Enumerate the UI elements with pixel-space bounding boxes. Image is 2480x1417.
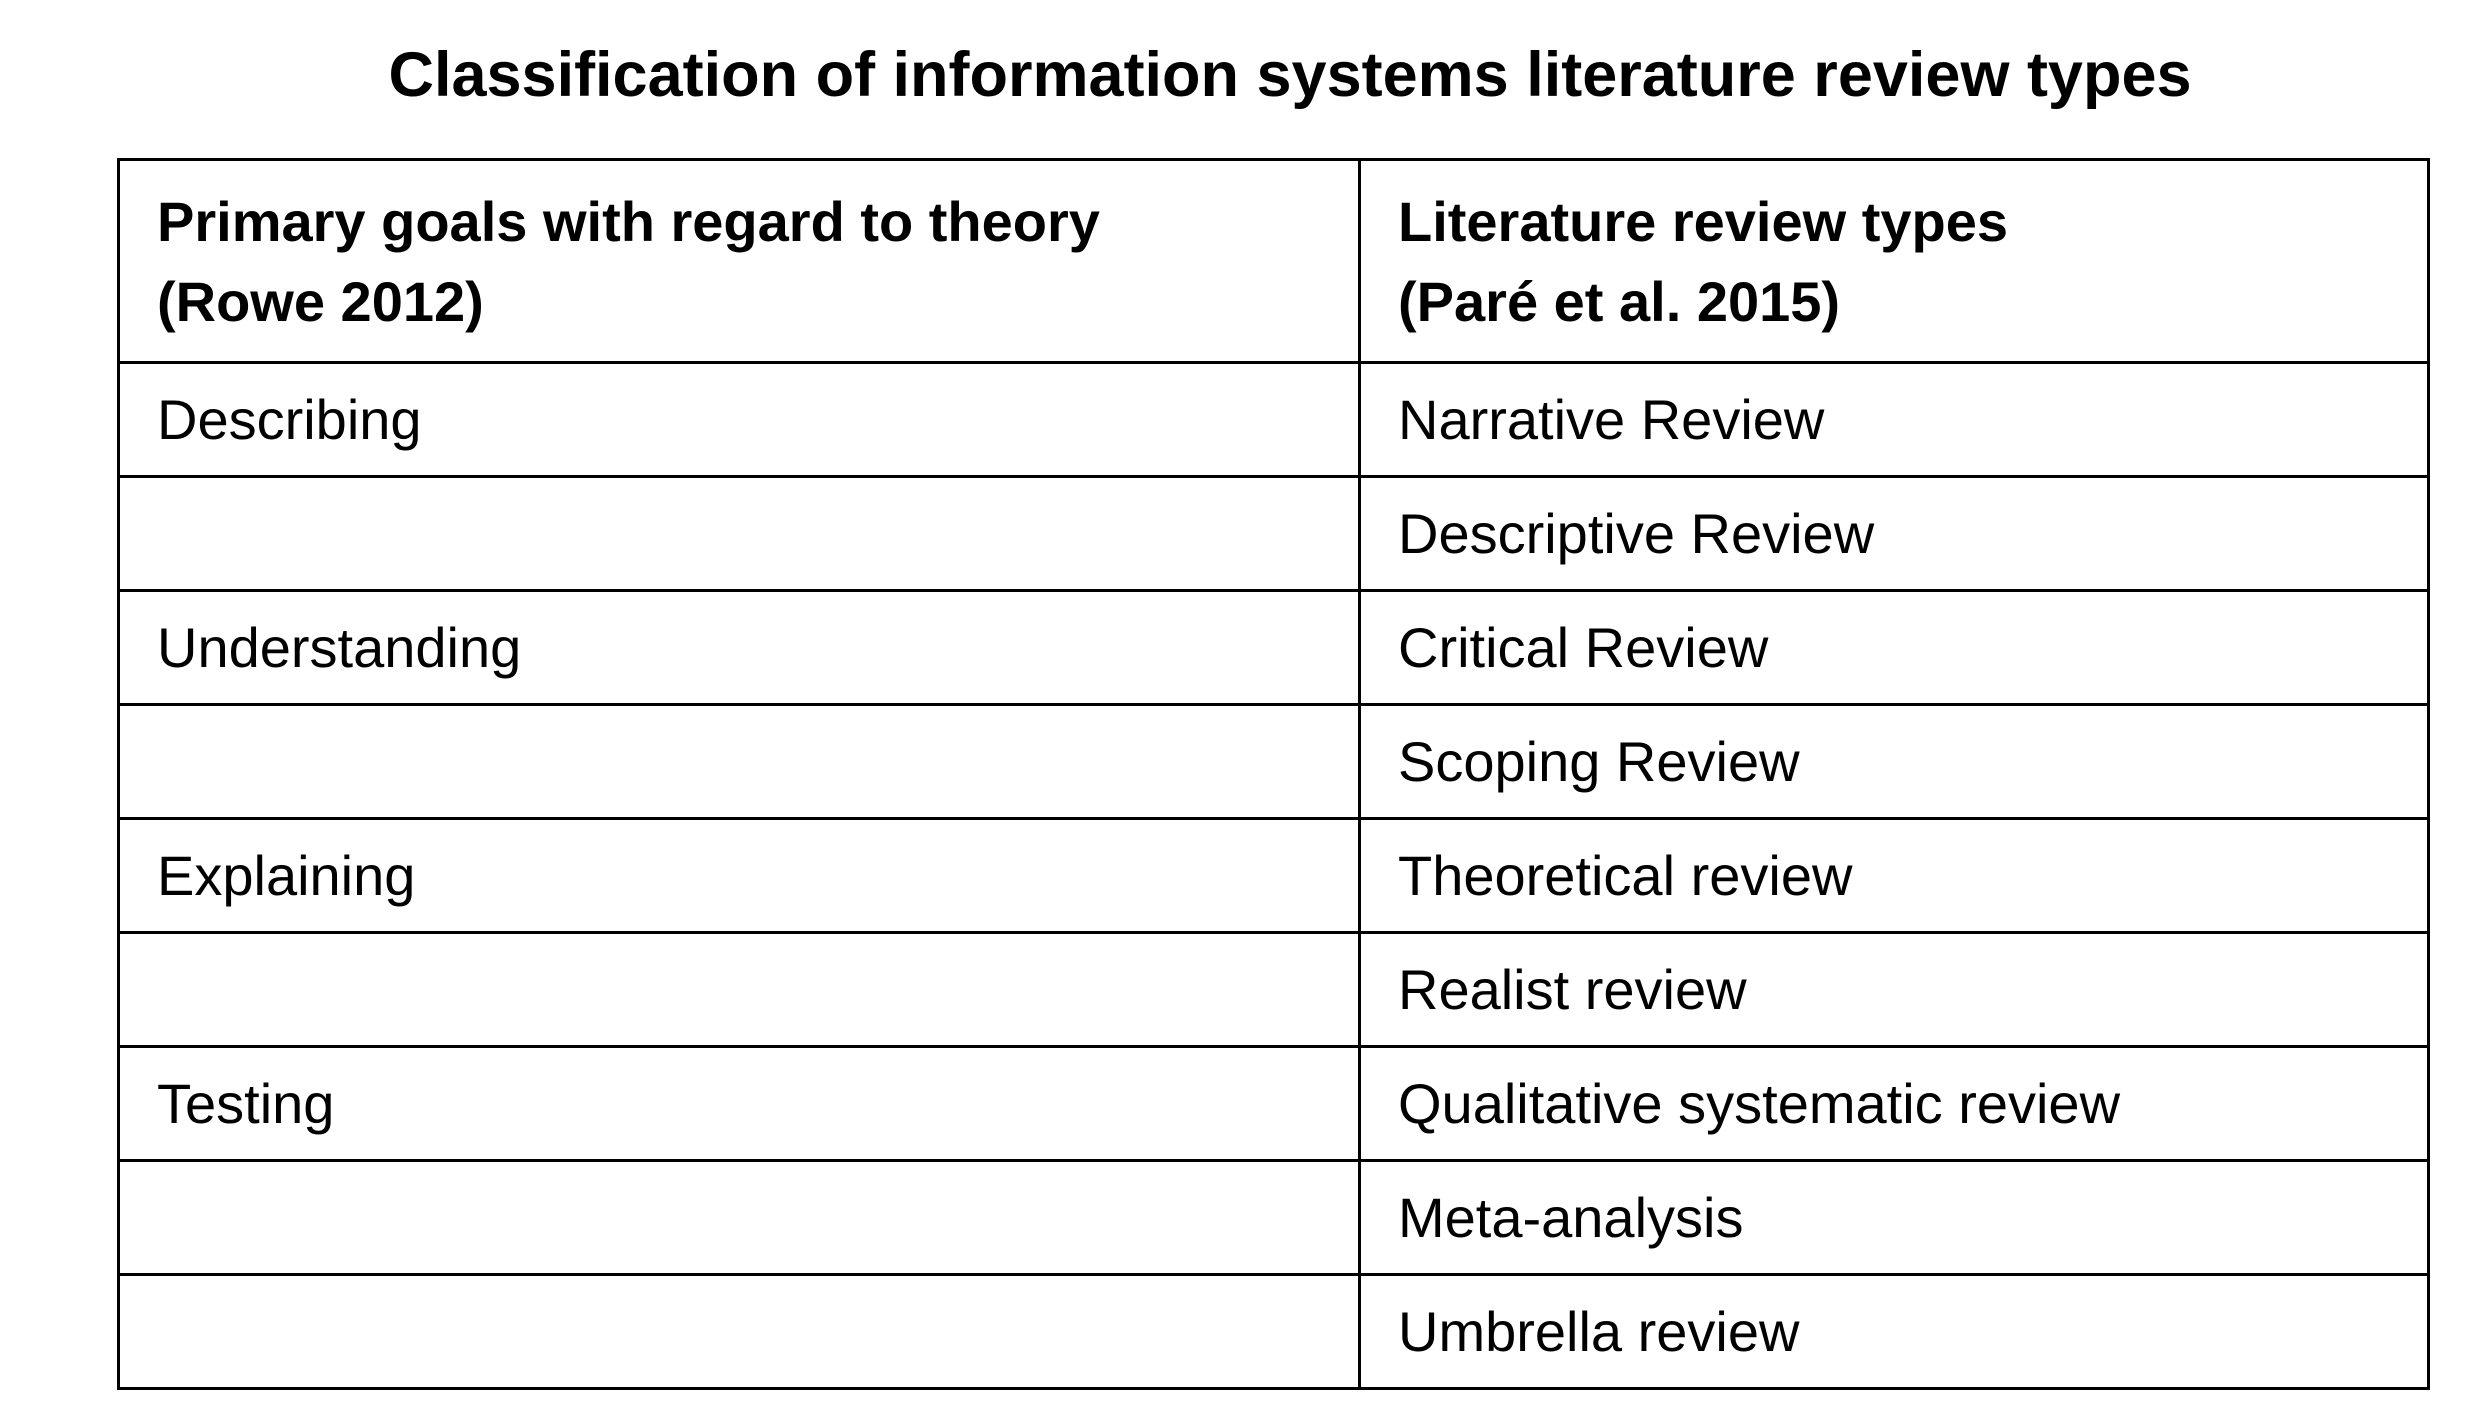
goal-cell: Understanding — [117, 589, 1361, 706]
table-row: Explaining Theoretical review — [117, 817, 2430, 934]
header-primary-goals: Primary goals with regard to theory (Row… — [117, 158, 1361, 364]
table-row: Descriptive Review — [117, 475, 2430, 592]
review-type-cell: Meta-analysis — [1358, 1159, 2430, 1276]
goal-cell — [117, 1273, 1361, 1390]
header-review-types: Literature review types (Paré et al. 201… — [1358, 158, 2430, 364]
table-row: Testing Qualitative systematic review — [117, 1045, 2430, 1162]
table-row: Umbrella review — [117, 1273, 2430, 1390]
goal-cell — [117, 1159, 1361, 1276]
review-type-cell: Critical Review — [1358, 589, 2430, 706]
review-type-cell: Umbrella review — [1358, 1273, 2430, 1390]
page-title: Classification of information systems li… — [388, 40, 2192, 110]
review-type-cell: Narrative Review — [1358, 361, 2430, 478]
goal-cell: Testing — [117, 1045, 1361, 1162]
table-row: Describing Narrative Review — [117, 361, 2430, 478]
review-type-cell: Realist review — [1358, 931, 2430, 1048]
goal-cell — [117, 703, 1361, 820]
review-type-cell: Qualitative systematic review — [1358, 1045, 2430, 1162]
table-row: Meta-analysis — [117, 1159, 2430, 1276]
table-row: Realist review — [117, 931, 2430, 1048]
review-type-cell: Theoretical review — [1358, 817, 2430, 934]
header-primary-goals-line1: Primary goals with regard to theory — [157, 190, 1100, 253]
table-row: Understanding Critical Review — [117, 589, 2430, 706]
header-review-types-line2: (Paré et al. 2015) — [1398, 270, 1841, 333]
table-header-row: Primary goals with regard to theory (Row… — [117, 158, 2430, 364]
table-row: Scoping Review — [117, 703, 2430, 820]
goal-cell — [117, 475, 1361, 592]
review-type-cell: Descriptive Review — [1358, 475, 2430, 592]
header-primary-goals-line2: (Rowe 2012) — [157, 270, 484, 333]
header-review-types-line1: Literature review types — [1398, 190, 2009, 253]
goal-cell: Explaining — [117, 817, 1361, 934]
classification-table: Primary goals with regard to theory (Row… — [117, 158, 2430, 1390]
review-type-cell: Scoping Review — [1358, 703, 2430, 820]
goal-cell — [117, 931, 1361, 1048]
goal-cell: Describing — [117, 361, 1361, 478]
